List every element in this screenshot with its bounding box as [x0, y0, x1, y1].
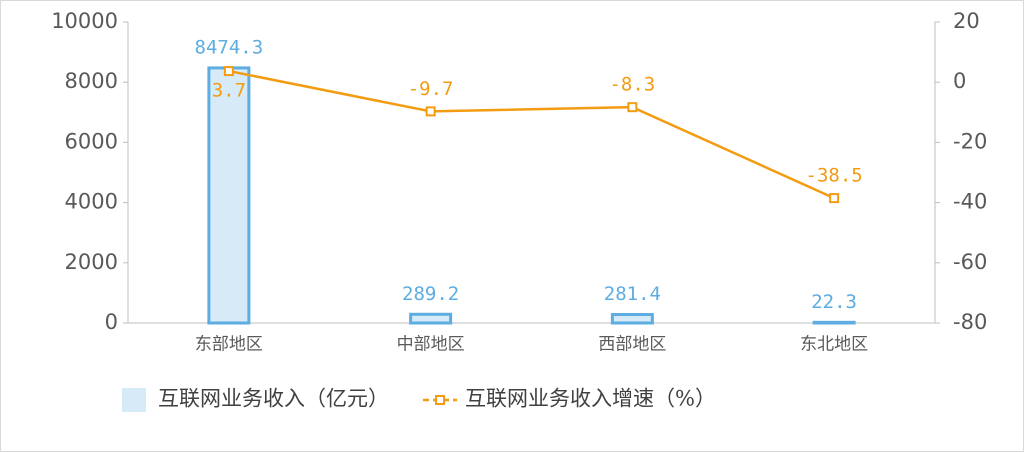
- line: [228, 69, 835, 200]
- y-tick-label: 6000: [65, 129, 118, 153]
- line-marker: [223, 66, 234, 77]
- bar: [610, 313, 654, 325]
- line-value-label: -9.7: [408, 78, 454, 100]
- y2-tick-label: 20: [953, 9, 980, 33]
- y-tick-label: 4000: [65, 190, 118, 214]
- bar-value-label: 281.4: [604, 283, 661, 305]
- x-tick-label: 中部地区: [397, 335, 465, 355]
- y2-tick-label: -80: [953, 310, 987, 334]
- line-marker: [829, 193, 840, 204]
- bar: [812, 320, 856, 325]
- y2-tick-label: 0: [953, 69, 966, 93]
- bar-value-label: 8474.3: [195, 36, 264, 58]
- legend-label: 互联网业务收入增速（%）: [465, 387, 716, 411]
- x-tick-label: 东北地区: [800, 335, 868, 355]
- line-marker: [627, 102, 638, 113]
- line-value-label: -38.5: [806, 165, 863, 187]
- y-tick-label: 8000: [65, 69, 118, 93]
- y-tick-label: 2000: [65, 250, 118, 274]
- x-tick-label: 东部地区: [195, 335, 263, 355]
- y2-tick-label: -40: [953, 190, 987, 214]
- line-value-label: -8.3: [609, 74, 655, 96]
- line-marker: [425, 106, 436, 117]
- bar-value-label: 289.2: [402, 283, 459, 305]
- y2-tick-label: -60: [953, 250, 987, 274]
- legend-swatch: [122, 388, 146, 412]
- y2-tick-label: -20: [953, 129, 987, 153]
- y-tick-label: 0: [105, 310, 118, 334]
- bar: [207, 66, 251, 325]
- legend-label: 互联网业务收入（亿元）: [158, 387, 389, 411]
- y-tick-label: 10000: [51, 9, 118, 33]
- legend-marker: [435, 395, 445, 405]
- bar: [409, 312, 453, 325]
- bar-value-label: 22.3: [811, 291, 857, 313]
- x-tick-label: 西部地区: [598, 335, 666, 355]
- line-value-label: 3.7: [212, 80, 246, 102]
